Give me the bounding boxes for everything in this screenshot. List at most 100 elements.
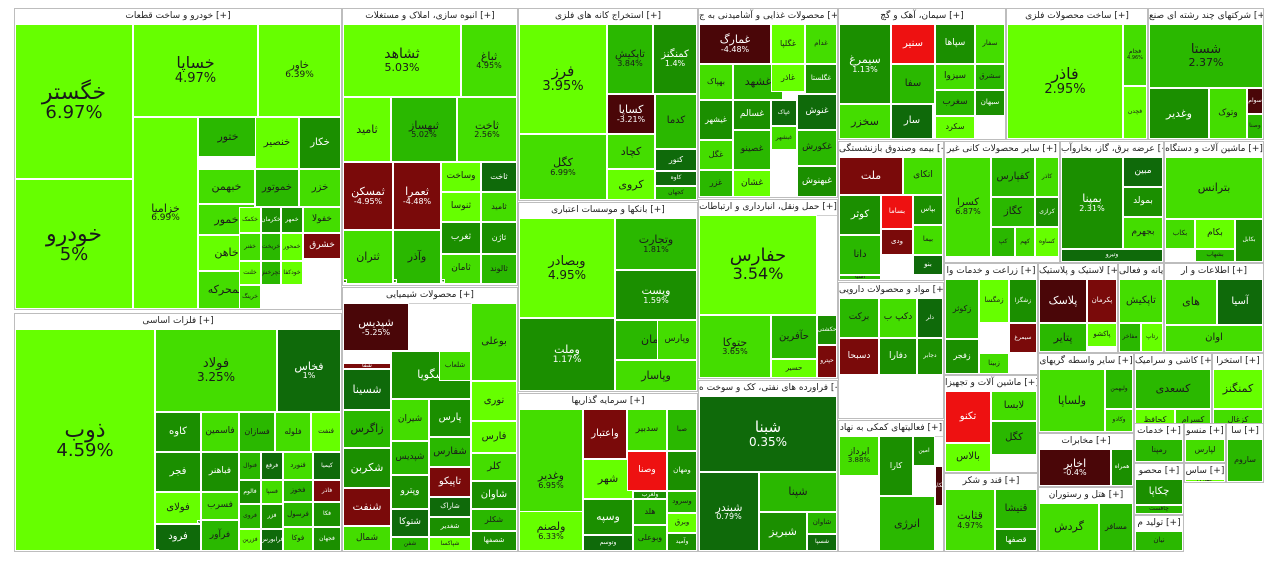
stock-tile[interactable]: غپاک <box>771 100 797 126</box>
stock-tile[interactable]: رمپنا <box>1135 439 1183 462</box>
stock-tile[interactable]: ولغرب <box>633 491 667 499</box>
stock-tile[interactable]: وصنا <box>627 451 667 491</box>
sector-header[interactable]: خدمات [+] <box>1135 424 1183 440</box>
stock-tile[interactable]: ودی <box>881 229 913 255</box>
stock-tile[interactable]: خچرخش <box>261 261 281 285</box>
stock-tile[interactable]: خفنر <box>239 233 261 261</box>
stock-tile[interactable]: اپرداز 3.88% <box>839 436 879 476</box>
stock-tile[interactable]: سفا <box>891 64 935 104</box>
stock-tile[interactable]: کسعدی <box>1135 369 1211 409</box>
stock-tile[interactable]: شاراک <box>429 497 471 517</box>
sector-header[interactable]: اطلاعات و ار [+] <box>1165 264 1263 280</box>
sector-header[interactable]: فراورده های نفتی، کک و سوخت ه [+] <box>699 381 837 397</box>
stock-tile[interactable]: فزر <box>261 504 283 529</box>
stock-tile[interactable]: خریخت <box>261 233 281 261</box>
stock-tile[interactable]: شنفت <box>343 488 391 526</box>
stock-tile[interactable]: مسافر <box>1099 503 1133 551</box>
stock-tile[interactable]: کاوه <box>155 412 201 452</box>
sector-header[interactable]: سایر واسطه گریهای [+] <box>1039 354 1133 370</box>
stock-tile[interactable]: ذوب 4.59% <box>15 329 155 551</box>
stock-tile[interactable]: خاور 6.39% <box>258 24 341 117</box>
stock-tile[interactable]: شبریز <box>759 512 807 551</box>
stock-tile[interactable]: صبا <box>667 409 697 451</box>
stock-tile[interactable]: ثرود <box>393 279 397 283</box>
stock-tile[interactable]: کفپارس <box>991 157 1035 197</box>
stock-tile[interactable]: شپنا <box>759 472 837 512</box>
sector-header[interactable]: کاشی و سرامیک [+] <box>1135 354 1211 370</box>
stock-tile[interactable]: ثاخت 2.56% <box>457 97 517 162</box>
stock-tile[interactable]: کروی <box>607 169 655 200</box>
stock-tile[interactable]: کدما <box>655 94 697 149</box>
sector-header[interactable]: سایر محصولات کانی غیر [+] <box>945 142 1059 158</box>
sector-header[interactable]: استخرا [+] <box>1213 354 1263 370</box>
stock-tile[interactable]: شغدیر <box>429 517 471 537</box>
stock-tile[interactable]: زمگسا <box>979 279 1009 323</box>
stock-tile[interactable]: سپاها <box>935 24 975 64</box>
stock-tile[interactable]: خکار <box>299 117 341 169</box>
stock-tile[interactable]: شفن <box>391 537 429 551</box>
stock-tile[interactable]: شاوان <box>471 481 517 509</box>
stock-tile[interactable]: ثالوند <box>481 254 517 284</box>
stock-tile[interactable]: وصنا <box>1247 114 1263 139</box>
stock-tile[interactable]: غگل <box>699 140 733 170</box>
stock-tile[interactable]: فاسمین <box>201 412 239 452</box>
stock-tile[interactable]: ثشرق <box>441 279 445 283</box>
stock-tile[interactable]: بکابل <box>1235 219 1263 262</box>
stock-tile[interactable]: فجر <box>155 452 201 492</box>
stock-tile[interactable]: ولساپا <box>1039 369 1105 432</box>
sector-header[interactable]: خودرو و ساخت قطعات [+] <box>15 9 341 25</box>
sector-header[interactable]: انبوه سازی، املاک و مستغلات [+] <box>343 9 517 25</box>
stock-tile[interactable]: امین <box>913 436 935 466</box>
stock-tile[interactable]: شیران <box>391 399 429 441</box>
stock-tile[interactable]: شسینا <box>343 369 391 410</box>
stock-tile[interactable]: غگلپا <box>771 24 805 64</box>
stock-tile[interactable]: ولبهمن <box>1105 369 1133 409</box>
stock-tile[interactable]: وپست 1.59% <box>615 270 697 320</box>
stock-tile[interactable]: شلعاب <box>439 351 471 381</box>
stock-tile[interactable]: وآمید <box>667 533 697 551</box>
stock-tile[interactable]: زشگزا <box>1009 279 1037 323</box>
stock-tile[interactable]: سفار <box>975 24 1005 64</box>
stock-tile[interactable]: خلنت <box>239 261 261 285</box>
stock-tile[interactable]: شصفها <box>471 531 517 551</box>
stock-tile[interactable]: فالوم <box>239 480 261 504</box>
stock-tile[interactable]: غکورش <box>797 130 837 166</box>
stock-tile[interactable]: خودکفا <box>281 261 303 285</box>
stock-tile[interactable]: خزامیا 6.99% <box>133 117 198 309</box>
stock-tile[interactable]: بترانس <box>1165 157 1263 219</box>
stock-tile[interactable]: پلاسک <box>1039 279 1087 323</box>
stock-tile[interactable]: ثغرب <box>441 222 481 254</box>
sector-header[interactable]: محصولات غذایی و آشامیدنی به ج [+] <box>699 9 837 25</box>
sector-header[interactable]: بانکها و موسسات اعتباری [+] <box>519 203 697 219</box>
sector-header[interactable]: مواد و محصولات دارویی [+] <box>839 283 943 299</box>
stock-tile[interactable]: کگل 6.99% <box>519 134 607 200</box>
stock-tile[interactable]: سنیر <box>891 24 935 64</box>
stock-tile[interactable]: خساپا 4.97% <box>133 24 258 117</box>
stock-tile[interactable]: بجهرم <box>1123 217 1163 249</box>
sector-header[interactable]: سرمایه گذاریها [+] <box>519 394 697 410</box>
stock-tile[interactable]: فتوسا <box>155 549 159 551</box>
stock-tile[interactable]: کاوه <box>655 171 697 186</box>
stock-tile[interactable]: فاذر 2.95% <box>1007 24 1123 139</box>
stock-tile[interactable]: کساپا -3.21% <box>607 94 655 134</box>
stock-tile[interactable]: کجهان <box>655 186 697 200</box>
sector-header[interactable]: ماشین آلات و دستگاه [+] <box>1165 142 1263 158</box>
stock-tile[interactable]: فرابورس <box>261 529 283 551</box>
sector-header[interactable]: حمل ونقل، انبارداری و ارتباطات [+] <box>699 200 837 216</box>
stock-tile[interactable]: غصینو <box>733 130 771 170</box>
stock-tile[interactable]: اخابر -0.4% <box>1039 449 1111 486</box>
stock-tile[interactable]: فروی <box>239 504 261 529</box>
stock-tile[interactable]: فوکا <box>283 527 313 551</box>
stock-tile[interactable]: مبین <box>1123 157 1163 187</box>
stock-tile[interactable]: حکشتی <box>817 315 837 345</box>
stock-tile[interactable]: چافست <box>1135 505 1183 514</box>
stock-tile[interactable]: خکمک <box>239 207 261 233</box>
stock-tile[interactable]: غدام <box>805 24 837 64</box>
stock-tile[interactable]: بهپاک <box>699 64 733 100</box>
sector-header[interactable]: شرکتهای چند رشته ای صنع [+] <box>1149 9 1263 25</box>
stock-tile[interactable]: پتایر <box>1039 323 1087 352</box>
sector-header[interactable]: سا [+] <box>1227 424 1263 440</box>
stock-tile[interactable]: زفجر <box>945 339 979 374</box>
stock-tile[interactable]: وبرق <box>667 513 697 533</box>
stock-tile[interactable]: بمولد <box>1123 187 1163 217</box>
